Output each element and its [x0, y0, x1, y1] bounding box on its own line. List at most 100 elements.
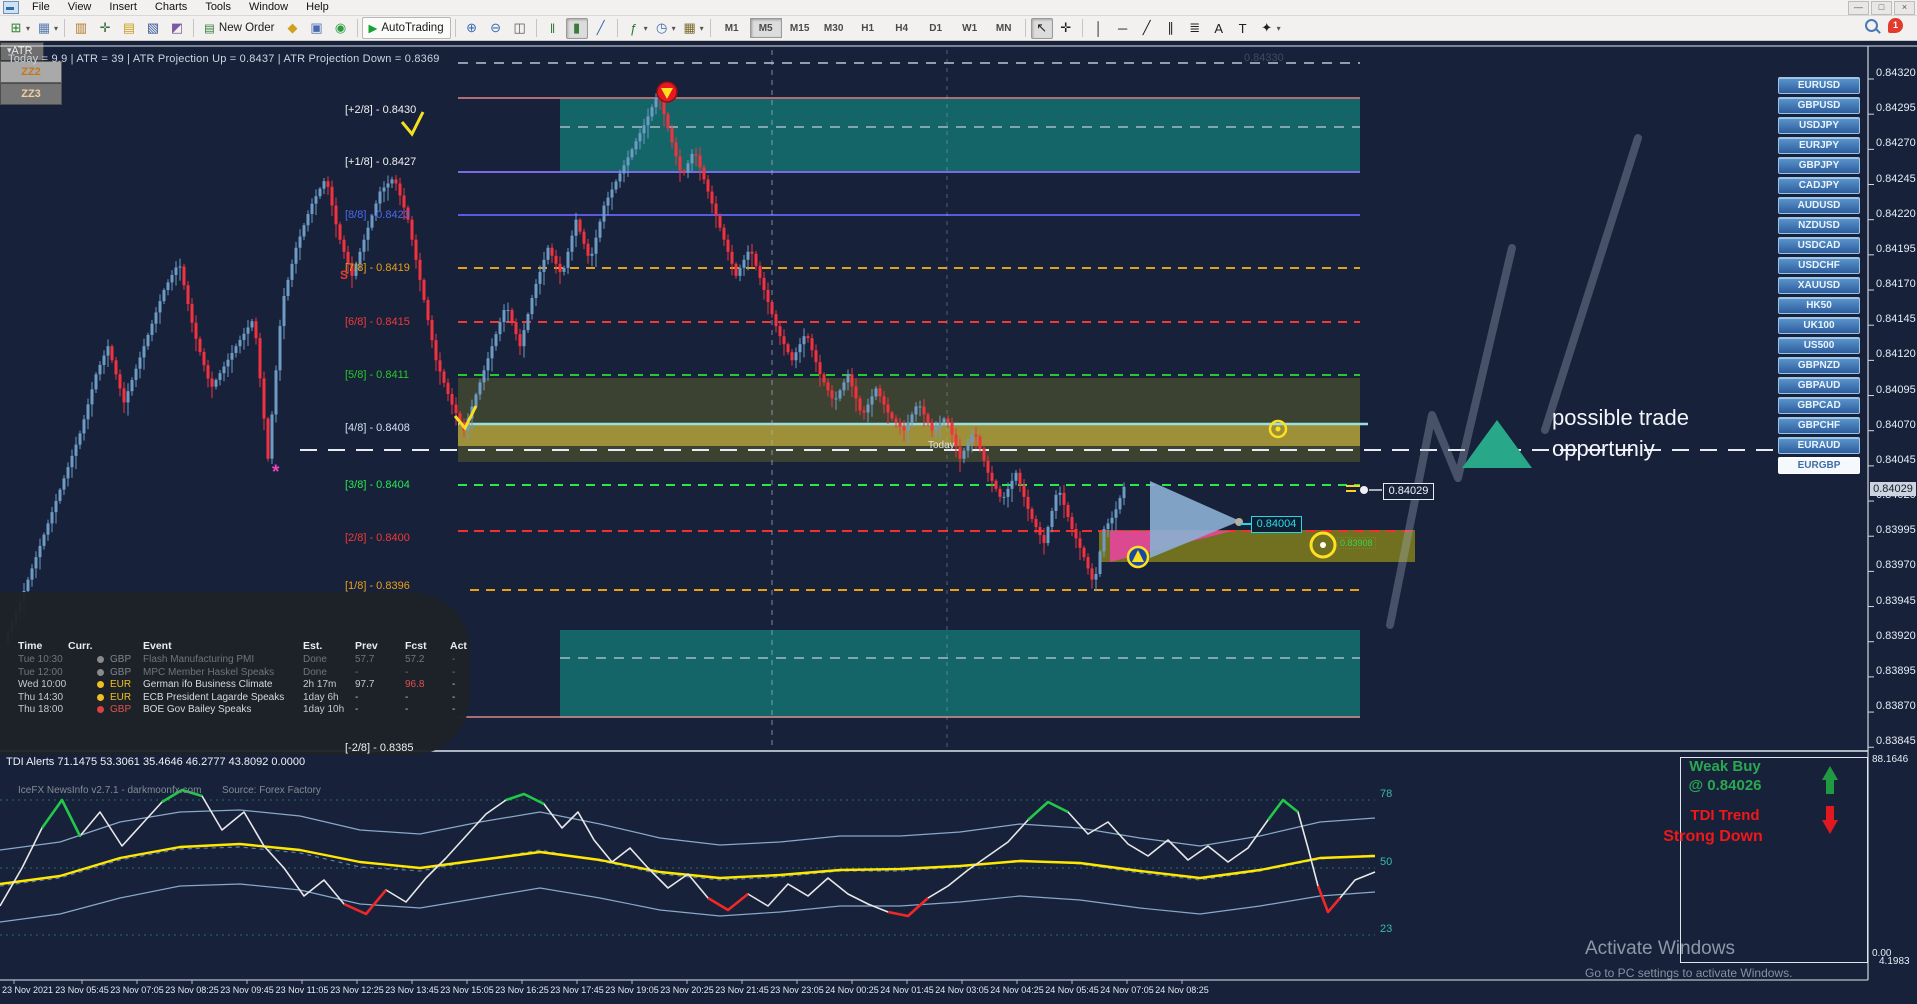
- close-button[interactable]: ×: [1894, 1, 1915, 15]
- periods-button[interactable]: ◷: [651, 18, 673, 39]
- trendline-button[interactable]: ╱: [1136, 18, 1158, 39]
- symbol-button-cadjpy[interactable]: CADJPY: [1778, 177, 1860, 194]
- timeframe-m1-button[interactable]: M1: [724, 22, 739, 34]
- atr-button[interactable]: ATR: [0, 42, 44, 61]
- news-curr: EUR: [110, 679, 132, 691]
- data-window-icon: ✛: [99, 20, 111, 35]
- line-chart-button[interactable]: ╱: [590, 18, 612, 39]
- data-window-button[interactable]: ✛: [94, 18, 116, 39]
- symbol-button-eurgbp[interactable]: EURGBP: [1778, 457, 1860, 474]
- notification-badge[interactable]: 1: [1888, 18, 1903, 33]
- symbol-button-gbpchf[interactable]: GBPCHF: [1778, 417, 1860, 434]
- profiles-button[interactable]: ▦: [33, 18, 55, 39]
- toolbar-separator: [616, 19, 618, 37]
- dropdown-arrow-icon[interactable]: ▾: [1276, 23, 1281, 33]
- menu-help[interactable]: Help: [306, 1, 329, 13]
- timeframe-w1-button[interactable]: W1: [962, 22, 978, 34]
- market-watch-button[interactable]: ▥: [70, 18, 92, 39]
- timeframe-m15-button[interactable]: M15: [789, 22, 810, 34]
- current-price-box: 0.84029: [1870, 482, 1916, 496]
- symbol-button-hk50[interactable]: HK50: [1778, 297, 1860, 314]
- dropdown-arrow-icon[interactable]: ▾: [699, 23, 704, 33]
- crosshair-button[interactable]: ✛: [1055, 18, 1077, 39]
- menu-tools[interactable]: Tools: [205, 1, 231, 13]
- symbol-button-eurusd[interactable]: EURUSD: [1778, 77, 1860, 94]
- fibonacci-button[interactable]: ≣: [1184, 18, 1206, 39]
- timeframe-h4-button[interactable]: H4: [895, 22, 909, 34]
- symbol-button-uk100[interactable]: UK100: [1778, 317, 1860, 334]
- navigator-button[interactable]: ▤: [118, 18, 140, 39]
- symbol-button-us500[interactable]: US500: [1778, 337, 1860, 354]
- tdi-level-23: 23: [1380, 923, 1393, 935]
- menu-view[interactable]: View: [67, 1, 92, 13]
- symbol-button-audusd[interactable]: AUDUSD: [1778, 197, 1860, 214]
- label-button[interactable]: T: [1232, 18, 1254, 39]
- symbol-button-usdjpy[interactable]: USDJPY: [1778, 117, 1860, 134]
- vertical-line-button[interactable]: │: [1088, 18, 1110, 39]
- timeframe-d1-button[interactable]: D1: [929, 22, 943, 34]
- symbol-button-eurjpy[interactable]: EURJPY: [1778, 137, 1860, 154]
- price-scale-label: 0.84145: [1876, 313, 1916, 326]
- window-controls: — □ ×: [1848, 1, 1915, 15]
- text-button[interactable]: A: [1208, 18, 1230, 39]
- dropdown-arrow-icon[interactable]: ▾: [643, 23, 648, 33]
- indicators-button[interactable]: ƒ: [623, 18, 645, 39]
- new-chart-button[interactable]: ⊞: [5, 18, 27, 39]
- timeframe-m30-button[interactable]: M30: [823, 22, 844, 34]
- bar-chart-button[interactable]: ‖: [542, 18, 564, 39]
- candlestick-button[interactable]: ▮: [565, 17, 588, 39]
- minimize-button[interactable]: —: [1848, 1, 1869, 15]
- zoom-in-button[interactable]: ⊕: [461, 18, 483, 39]
- tile-windows-button[interactable]: ◫: [509, 18, 531, 39]
- menu-charts[interactable]: Charts: [154, 1, 188, 13]
- search-icon[interactable]: [1865, 19, 1878, 32]
- autotrading-button[interactable]: ▶ AutoTrading: [361, 17, 451, 39]
- news-icon: ◉: [334, 20, 347, 35]
- dropdown-arrow-icon[interactable]: ▾: [671, 23, 676, 33]
- symbol-button-gbpnzd[interactable]: GBPNZD: [1778, 357, 1860, 374]
- symbol-button-gbpaud[interactable]: GBPAUD: [1778, 377, 1860, 394]
- dropdown-arrow-icon[interactable]: ▾: [54, 23, 59, 33]
- timeframe-h1-button[interactable]: H1: [861, 22, 875, 34]
- oneclick-trading-arrow[interactable]: ▾: [7, 45, 12, 55]
- zz3-button[interactable]: ZZ3: [0, 83, 62, 105]
- price-scale-label: 0.84095: [1876, 383, 1916, 396]
- templates-button[interactable]: ▦: [679, 18, 701, 39]
- news-col-time: Time: [18, 640, 43, 652]
- cursor-button[interactable]: ↖: [1030, 17, 1053, 39]
- autotrading-icon: ▶: [368, 23, 378, 35]
- symbol-button-euraud[interactable]: EURAUD: [1778, 437, 1860, 454]
- new-chart-icon: ⊞: [10, 20, 22, 35]
- symbol-button-gbpjpy[interactable]: GBPJPY: [1778, 157, 1860, 174]
- strategy-tester-button[interactable]: ◩: [166, 18, 188, 39]
- scripts-button[interactable]: ▣: [306, 18, 328, 39]
- timeframe-m5-button[interactable]: M5: [749, 18, 782, 38]
- price-flag-label[interactable]: 0.84029: [1383, 483, 1434, 500]
- menu-file[interactable]: File: [32, 1, 50, 13]
- horizontal-line-button[interactable]: ─: [1112, 18, 1134, 39]
- dropdown-arrow-icon[interactable]: ▾: [26, 23, 31, 33]
- symbol-button-nzdusd[interactable]: NZDUSD: [1778, 217, 1860, 234]
- new-order-button[interactable]: ▤ New Order: [198, 18, 280, 38]
- templates-icon: ▦: [683, 20, 696, 35]
- timeframe-mn-button[interactable]: MN: [995, 22, 1012, 34]
- symbol-button-gbpcad[interactable]: GBPCAD: [1778, 397, 1860, 414]
- symbol-button-xauusd[interactable]: XAUUSD: [1778, 277, 1860, 294]
- news-button[interactable]: ◉: [330, 18, 352, 39]
- menu-insert[interactable]: Insert: [109, 1, 137, 13]
- chart-area[interactable]: ▾ Today = 9.9 | ATR = 39 | ATR Projectio…: [0, 42, 1917, 1004]
- support-price-label[interactable]: 0.84004: [1251, 516, 1302, 533]
- zz2-button[interactable]: ZZ2: [0, 61, 62, 83]
- menu-window[interactable]: Window: [249, 1, 289, 13]
- symbol-button-usdcad[interactable]: USDCAD: [1778, 237, 1860, 254]
- terminal-button[interactable]: ▧: [142, 18, 164, 39]
- symbol-button-usdchf[interactable]: USDCHF: [1778, 257, 1860, 274]
- expert-advisors-button[interactable]: ◆: [282, 18, 304, 39]
- restore-button[interactable]: □: [1871, 1, 1892, 15]
- channel-button[interactable]: ∥: [1160, 18, 1182, 39]
- price-scale-label: 0.84245: [1876, 172, 1916, 185]
- zoom-out-button[interactable]: ⊖: [485, 18, 507, 39]
- arrows-button[interactable]: ✦: [1256, 18, 1278, 39]
- symbol-button-gbpusd[interactable]: GBPUSD: [1778, 97, 1860, 114]
- toolbar-separator: [535, 19, 537, 37]
